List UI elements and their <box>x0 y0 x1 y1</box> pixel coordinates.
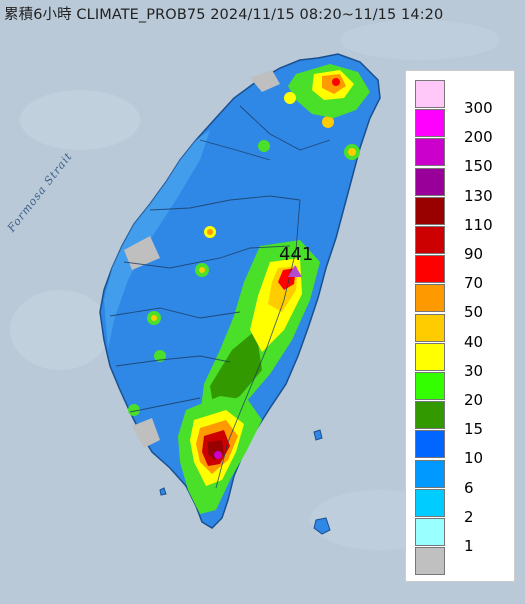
legend-label: 130 <box>464 186 493 205</box>
legend-label: 70 <box>464 274 484 293</box>
taiwan-island <box>99 53 381 529</box>
rain-cell <box>207 229 213 235</box>
legend-label: 30 <box>464 361 484 380</box>
legend-swatch <box>415 518 445 546</box>
rain-cell <box>151 315 157 321</box>
legend-label: 40 <box>464 332 484 351</box>
rain-cell <box>128 404 140 416</box>
rain-cell <box>284 92 296 104</box>
liuqiu-island <box>159 487 167 496</box>
grey-patch-west <box>124 236 160 270</box>
legend-swatch <box>415 226 445 254</box>
legend-label: 150 <box>464 157 493 176</box>
color-legend: 300 200 150 130 110 90 70 50 40 30 20 15 10 6 2 1 <box>405 70 515 582</box>
legend-swatch <box>415 138 445 167</box>
grey-patch-southwest <box>132 418 160 448</box>
legend-label: 20 <box>464 391 484 409</box>
legend-label: 2 <box>464 507 474 526</box>
legend-label: 6 <box>464 478 474 497</box>
max-value-label: 441 <box>279 244 314 265</box>
legend-swatch <box>415 196 445 225</box>
west-coast-band <box>104 130 210 350</box>
legend-swatch <box>415 167 445 196</box>
legend-label: 110 <box>464 215 493 234</box>
offshore-islands <box>159 429 331 535</box>
legend-swatch <box>415 430 445 459</box>
legend-swatch <box>415 401 445 430</box>
orchid-island <box>313 517 331 535</box>
rain-cell <box>199 267 205 273</box>
legend-swatch <box>415 372 445 400</box>
legend-swatch <box>415 459 445 488</box>
legend-label: 200 <box>464 128 493 147</box>
legend-label: 10 <box>464 449 484 468</box>
legend-swatch <box>415 342 445 371</box>
county-boundaries <box>109 105 331 489</box>
grey-patch-north <box>250 70 280 92</box>
legend-label: 90 <box>464 245 484 263</box>
rain-cell <box>258 140 270 152</box>
legend-swatch <box>415 547 445 576</box>
legend-label: 1 <box>464 537 474 555</box>
map-title: 累積6小時 CLIMATE_PROB75 2024/11/15 08:20~11… <box>4 7 444 23</box>
legend-swatch <box>415 488 445 517</box>
rain-south-magenta <box>214 451 222 459</box>
legend-label: 15 <box>464 420 484 439</box>
legend-swatch <box>415 313 445 342</box>
rain-cell <box>154 350 166 362</box>
ocean-texture <box>10 20 500 550</box>
legend-swatch <box>415 109 445 138</box>
rain-darkgreen <box>210 330 262 410</box>
rain-cell <box>322 116 334 128</box>
max-value-marker <box>288 265 302 277</box>
legend-label: 50 <box>464 303 484 322</box>
legend-swatch <box>415 80 445 108</box>
legend-swatch <box>415 284 445 313</box>
rain-cell <box>348 148 356 156</box>
legend-swatch <box>415 255 445 284</box>
rain-north-red <box>332 78 340 86</box>
green-island <box>313 429 323 441</box>
legend-label: 300 <box>464 99 493 117</box>
